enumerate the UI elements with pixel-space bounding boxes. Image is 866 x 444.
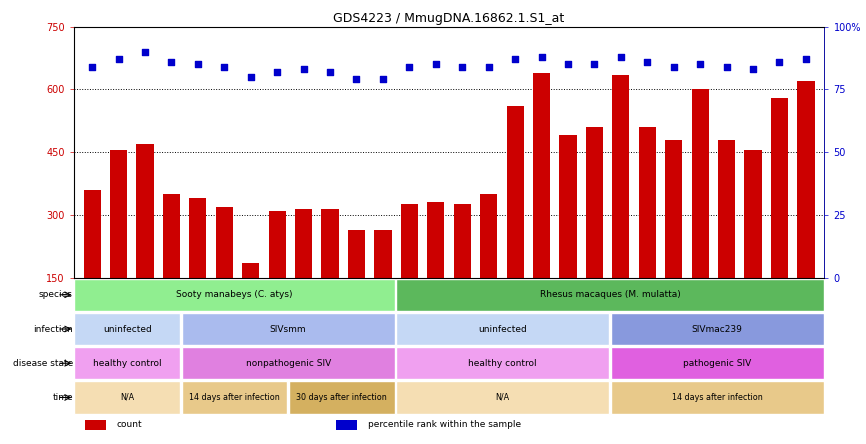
Bar — [559, 135, 577, 341]
Point — [720, 63, 734, 70]
Point — [799, 56, 813, 63]
Bar — [612, 75, 630, 341]
Bar — [397, 313, 609, 345]
Point — [587, 61, 601, 68]
Bar — [639, 127, 656, 341]
Bar — [374, 230, 391, 341]
Point — [376, 76, 390, 83]
Bar — [718, 139, 735, 341]
Bar — [268, 211, 286, 341]
Point — [746, 66, 760, 73]
Bar — [74, 313, 180, 345]
Bar — [321, 209, 339, 341]
Point — [481, 63, 495, 70]
Bar — [397, 381, 609, 413]
Bar — [295, 209, 313, 341]
Bar — [182, 313, 395, 345]
Bar — [110, 150, 127, 341]
Text: uninfected: uninfected — [478, 325, 527, 333]
Text: N/A: N/A — [495, 393, 510, 402]
Text: healthy control: healthy control — [93, 359, 162, 368]
Text: healthy control: healthy control — [469, 359, 537, 368]
Text: 14 days after infection: 14 days after infection — [672, 393, 763, 402]
Text: time: time — [52, 393, 73, 402]
Bar — [585, 127, 603, 341]
Point — [217, 63, 231, 70]
Bar — [182, 381, 288, 413]
Text: disease state: disease state — [13, 359, 73, 368]
Bar — [397, 347, 609, 379]
Bar — [427, 202, 444, 341]
Point — [640, 58, 654, 65]
Bar — [216, 206, 233, 341]
Point — [323, 68, 337, 75]
Point — [772, 58, 786, 65]
Text: pathogenic SIV: pathogenic SIV — [683, 359, 752, 368]
Bar — [533, 73, 550, 341]
Bar — [74, 381, 180, 413]
Bar — [771, 98, 788, 341]
Bar — [163, 194, 180, 341]
Point — [112, 56, 126, 63]
Point — [667, 63, 681, 70]
Bar — [83, 190, 100, 341]
Text: nonpathogenic SIV: nonpathogenic SIV — [245, 359, 331, 368]
Point — [165, 58, 178, 65]
Bar — [611, 381, 824, 413]
Bar — [182, 347, 395, 379]
Bar — [507, 106, 524, 341]
Point — [508, 56, 522, 63]
Bar — [480, 194, 497, 341]
Point — [297, 66, 311, 73]
Text: percentile rank within the sample: percentile rank within the sample — [368, 420, 521, 429]
Bar — [692, 89, 708, 341]
Bar — [242, 263, 259, 341]
Text: Sooty manabeys (C. atys): Sooty manabeys (C. atys) — [177, 290, 293, 299]
Point — [270, 68, 284, 75]
Bar — [611, 313, 824, 345]
Point — [403, 63, 417, 70]
Text: infection: infection — [33, 325, 73, 333]
Point — [694, 61, 708, 68]
Bar — [289, 381, 395, 413]
Bar — [665, 139, 682, 341]
Text: 30 days after infection: 30 days after infection — [296, 393, 387, 402]
Point — [85, 63, 99, 70]
Text: uninfected: uninfected — [103, 325, 152, 333]
Point — [561, 61, 575, 68]
Point — [138, 48, 152, 56]
Bar — [397, 279, 824, 311]
Bar — [348, 230, 365, 341]
Text: Rhesus macaques (M. mulatta): Rhesus macaques (M. mulatta) — [540, 290, 681, 299]
Title: GDS4223 / MmugDNA.16862.1.S1_at: GDS4223 / MmugDNA.16862.1.S1_at — [333, 12, 565, 25]
Bar — [336, 420, 358, 430]
Text: N/A: N/A — [120, 393, 134, 402]
Bar — [611, 347, 824, 379]
Bar — [745, 150, 761, 341]
Bar — [454, 204, 471, 341]
Text: SIVsmm: SIVsmm — [270, 325, 307, 333]
Text: species: species — [39, 290, 73, 299]
Bar — [74, 347, 180, 379]
Text: count: count — [116, 420, 142, 429]
Point — [244, 73, 258, 80]
Bar — [798, 81, 815, 341]
Point — [429, 61, 443, 68]
Point — [456, 63, 469, 70]
Text: 14 days after infection: 14 days after infection — [189, 393, 280, 402]
Point — [534, 53, 548, 60]
Bar — [401, 204, 418, 341]
Point — [350, 76, 364, 83]
Text: SIVmac239: SIVmac239 — [692, 325, 743, 333]
Bar — [85, 420, 106, 430]
Bar — [190, 198, 206, 341]
Point — [191, 61, 204, 68]
Bar — [137, 144, 153, 341]
Point — [614, 53, 628, 60]
Bar — [74, 279, 395, 311]
